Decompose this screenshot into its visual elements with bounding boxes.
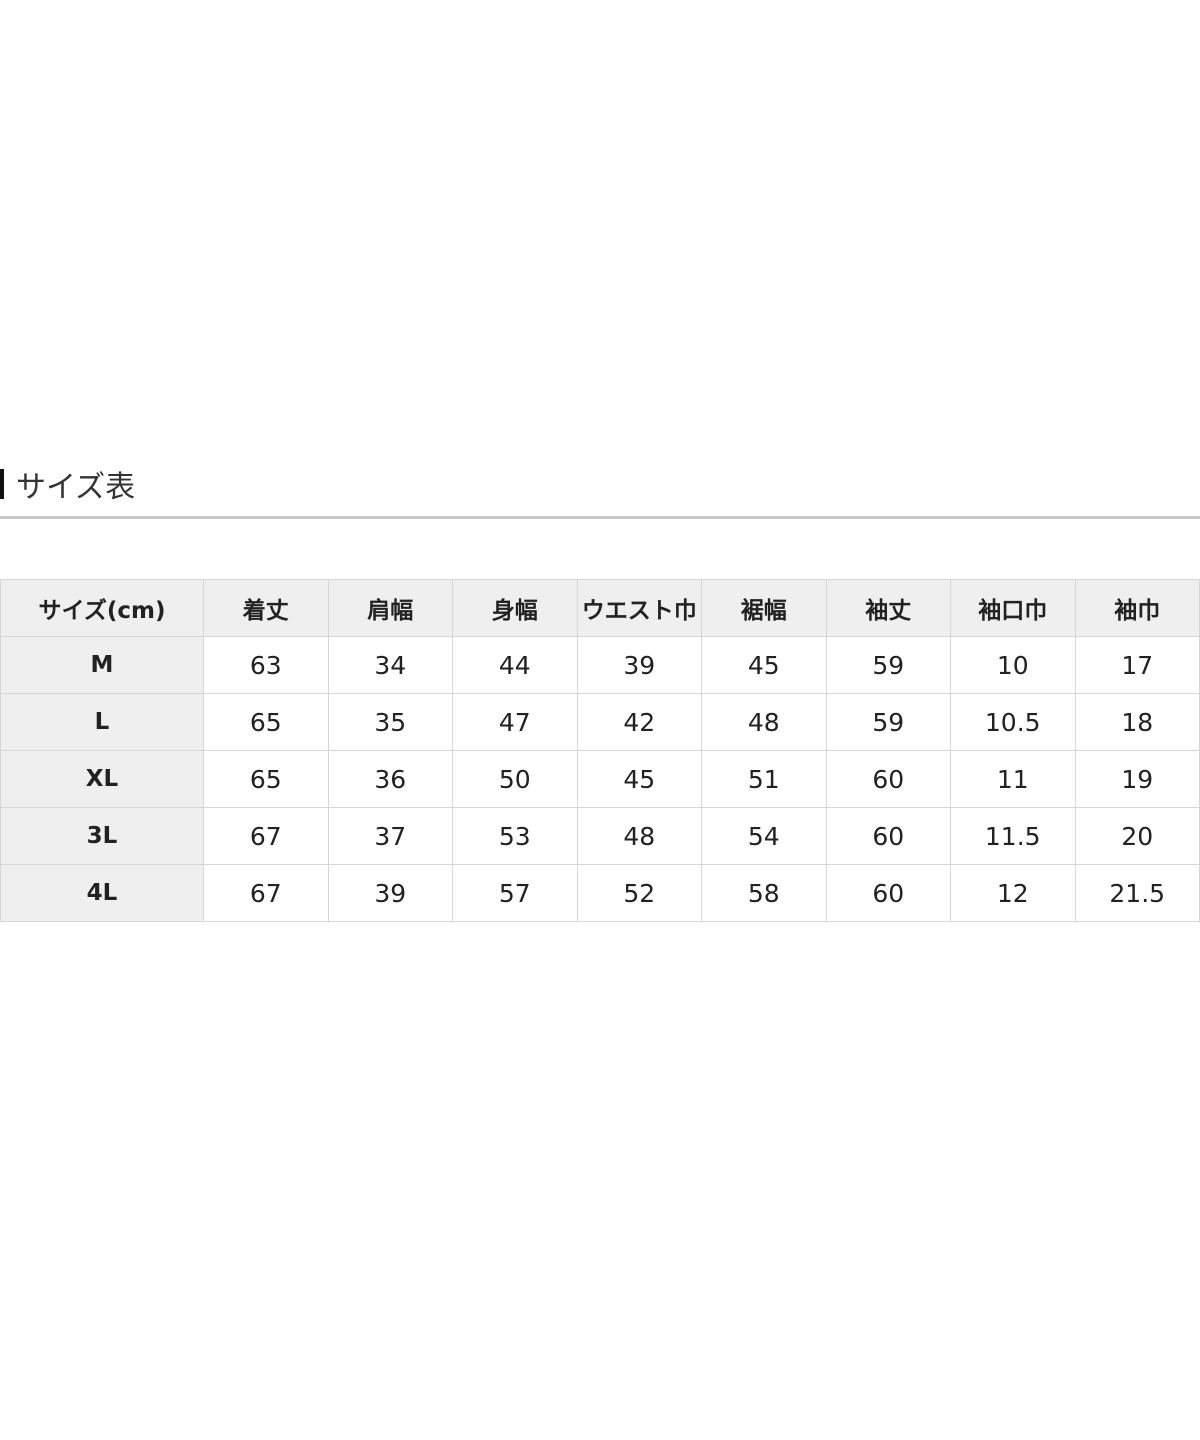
table-cell: 50 — [452, 750, 578, 808]
table-cell: 11 — [950, 750, 1076, 808]
table-cell: 18 — [1074, 693, 1200, 751]
table-row: L 65 35 47 42 48 59 10.5 18 — [0, 693, 1200, 751]
table-cell: 65 — [203, 693, 329, 751]
table-cell: 57 — [452, 864, 578, 922]
table-row: 4L 67 39 57 52 58 60 12 21.5 — [0, 864, 1200, 922]
section-heading: サイズ表 — [0, 466, 135, 505]
size-label: 4L — [0, 864, 204, 922]
table-row: M 63 34 44 39 45 59 10 17 — [0, 636, 1200, 694]
table-cell: 10.5 — [950, 693, 1076, 751]
table-cell: 59 — [825, 693, 951, 751]
size-label: XL — [0, 750, 204, 808]
table-cell: 37 — [327, 807, 453, 865]
column-header: 袖巾 — [1074, 579, 1200, 637]
column-header: ウエスト巾 — [576, 579, 702, 637]
table-cell: 63 — [203, 636, 329, 694]
table-cell: 47 — [452, 693, 578, 751]
table-cell: 48 — [701, 693, 827, 751]
table-cell: 12 — [950, 864, 1076, 922]
divider — [0, 516, 1200, 519]
table-cell: 35 — [327, 693, 453, 751]
table-cell: 45 — [576, 750, 702, 808]
table-cell: 42 — [576, 693, 702, 751]
table-cell: 54 — [701, 807, 827, 865]
size-label: 3L — [0, 807, 204, 865]
table-cell: 52 — [576, 864, 702, 922]
table-cell: 34 — [327, 636, 453, 694]
table-cell: 39 — [576, 636, 702, 694]
table-cell: 59 — [825, 636, 951, 694]
size-label: M — [0, 636, 204, 694]
size-table: サイズ(cm) 着丈 肩幅 身幅 ウエスト巾 裾幅 袖丈 袖口巾 袖巾 M 63 34 44 39 45 5… — [0, 579, 1200, 922]
table-cell: 39 — [327, 864, 453, 922]
table-cell: 45 — [701, 636, 827, 694]
table-cell: 10 — [950, 636, 1076, 694]
column-header: 肩幅 — [327, 579, 453, 637]
column-header: 着丈 — [203, 579, 329, 637]
column-header: 身幅 — [452, 579, 578, 637]
table-cell: 48 — [576, 807, 702, 865]
table-cell: 67 — [203, 807, 329, 865]
table-cell: 17 — [1074, 636, 1200, 694]
header-row: サイズ(cm) 着丈 肩幅 身幅 ウエスト巾 裾幅 袖丈 袖口巾 袖巾 — [0, 579, 1200, 637]
table-cell: 19 — [1074, 750, 1200, 808]
table-cell: 44 — [452, 636, 578, 694]
column-header: サイズ(cm) — [0, 579, 204, 637]
table-row: 3L 67 37 53 48 54 60 11.5 20 — [0, 807, 1200, 865]
table-cell: 67 — [203, 864, 329, 922]
column-header: 裾幅 — [701, 579, 827, 637]
table-cell: 11.5 — [950, 807, 1076, 865]
column-header: 袖口巾 — [950, 579, 1076, 637]
table-cell: 36 — [327, 750, 453, 808]
column-header: 袖丈 — [825, 579, 951, 637]
table-cell: 20 — [1074, 807, 1200, 865]
section-title: サイズ表 — [16, 470, 136, 505]
table-cell: 60 — [825, 807, 951, 865]
table-cell: 53 — [452, 807, 578, 865]
table-cell: 21.5 — [1074, 864, 1200, 922]
size-label: L — [0, 693, 204, 751]
table-cell: 60 — [825, 750, 951, 808]
heading-bar — [0, 469, 4, 499]
table-cell: 65 — [203, 750, 329, 808]
table-cell: 58 — [701, 864, 827, 922]
table-cell: 51 — [701, 750, 827, 808]
table-row: XL 65 36 50 45 51 60 11 19 — [0, 750, 1200, 808]
table-cell: 60 — [825, 864, 951, 922]
